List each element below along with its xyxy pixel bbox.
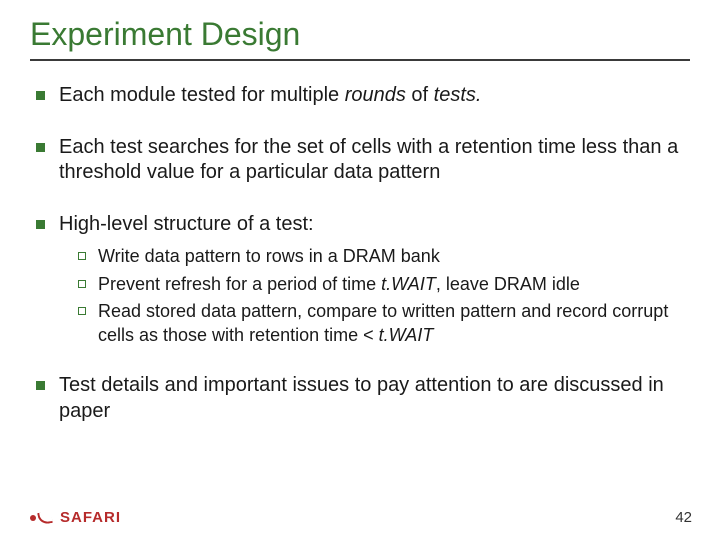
square-bullet-icon [36, 220, 45, 229]
bullet-text: Each test searches for the set of cells … [59, 135, 690, 186]
bullet-item: Test details and important issues to pay… [36, 373, 690, 424]
slide: Experiment Design Each module tested for… [0, 0, 720, 540]
text-run: Prevent refresh for a period of time [98, 274, 381, 294]
title-rule [30, 59, 690, 61]
text-italic: t.WAIT [381, 274, 436, 294]
bullet-item: Each test searches for the set of cells … [36, 135, 690, 186]
bullet-text: Prevent refresh for a period of time t.W… [98, 273, 690, 296]
bullet-text: Write data pattern to rows in a DRAM ban… [98, 245, 690, 268]
square-bullet-icon [36, 381, 45, 390]
text-italic: t.WAIT [379, 325, 434, 345]
square-bullet-icon [36, 143, 45, 152]
bullet-text: High-level structure of a test: [59, 212, 690, 238]
footer-logo: SAFARI [30, 509, 121, 526]
open-square-bullet-icon [78, 252, 86, 260]
slide-title: Experiment Design [30, 16, 690, 53]
sub-bullet-item: Prevent refresh for a period of time t.W… [78, 273, 690, 296]
brand-text: SAFARI [60, 509, 121, 526]
logo-dot-icon [30, 515, 36, 521]
bullet-item: Each module tested for multiple rounds o… [36, 83, 690, 109]
sub-bullet-list: Write data pattern to rows in a DRAM ban… [78, 245, 690, 347]
sub-bullet-item: Read stored data pattern, compare to wri… [78, 300, 690, 347]
text-italic: rounds [345, 84, 406, 106]
open-square-bullet-icon [78, 307, 86, 315]
sub-bullet-item: Write data pattern to rows in a DRAM ban… [78, 245, 690, 268]
open-square-bullet-icon [78, 280, 86, 288]
text-run: Each module tested for multiple [59, 84, 345, 106]
bullet-text: Test details and important issues to pay… [59, 373, 690, 424]
bullet-item: High-level structure of a test: [36, 212, 690, 238]
text-run: of [406, 84, 434, 106]
text-run: , leave DRAM idle [436, 274, 580, 294]
square-bullet-icon [36, 91, 45, 100]
bullet-text: Read stored data pattern, compare to wri… [98, 300, 690, 347]
page-number: 42 [675, 509, 692, 526]
bullet-text: Each module tested for multiple rounds o… [59, 83, 690, 109]
logo-swoosh-icon [37, 511, 53, 525]
text-italic: tests. [434, 84, 482, 106]
